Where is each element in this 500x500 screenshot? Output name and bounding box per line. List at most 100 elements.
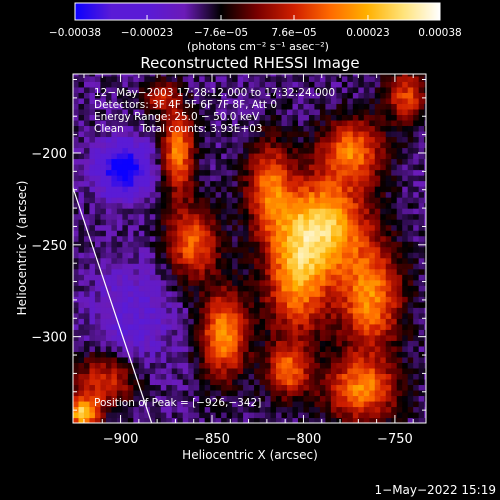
heatmap-cell xyxy=(89,92,96,99)
heatmap-cell xyxy=(155,351,162,358)
heatmap-cell xyxy=(160,108,167,116)
heatmap-cell xyxy=(243,114,250,121)
heatmap-cell xyxy=(171,164,178,171)
heatmap-cell xyxy=(122,395,129,402)
heatmap-cell xyxy=(83,301,91,308)
heatmap-cell xyxy=(352,147,359,154)
heatmap-cell xyxy=(402,252,409,259)
heatmap-cell xyxy=(259,119,266,127)
heatmap-cell xyxy=(308,362,316,369)
heatmap-cell xyxy=(248,230,255,237)
heatmap-cell xyxy=(111,108,118,116)
heatmap-cell xyxy=(248,158,255,165)
heatmap-cell xyxy=(424,74,426,77)
heatmap-cell xyxy=(215,103,222,110)
heatmap-cell xyxy=(160,92,167,99)
heatmap-cell xyxy=(204,285,211,292)
heatmap-cell xyxy=(303,378,310,386)
heatmap-cell xyxy=(319,103,327,110)
heatmap-cell xyxy=(303,367,310,374)
heatmap-cell xyxy=(385,241,392,248)
heatmap-cell xyxy=(100,97,107,104)
heatmap-cell xyxy=(155,74,162,77)
heatmap-cell xyxy=(358,312,365,319)
heatmap-cell xyxy=(297,389,305,397)
heatmap-cell xyxy=(94,290,102,297)
heatmap-cell xyxy=(73,384,80,391)
heatmap-cell xyxy=(149,208,156,215)
heatmap-cell xyxy=(254,307,261,314)
heatmap-cell xyxy=(336,400,343,408)
heatmap-cell xyxy=(83,180,91,187)
heatmap-cell xyxy=(254,290,261,297)
heatmap-cell xyxy=(413,186,420,193)
heatmap-cell xyxy=(160,136,167,143)
heatmap-cell xyxy=(149,378,156,386)
heatmap-cell xyxy=(407,92,414,99)
heatmap-cell xyxy=(330,373,337,380)
heatmap-cell xyxy=(347,411,354,419)
heatmap-cell xyxy=(369,92,376,99)
heatmap-cell xyxy=(341,257,348,264)
heatmap-cell xyxy=(352,230,359,237)
heatmap-cell xyxy=(199,367,206,374)
heatmap-cell xyxy=(193,246,200,253)
heatmap-cell xyxy=(155,119,162,127)
heatmap-cell xyxy=(122,384,129,391)
heatmap-cell xyxy=(330,147,337,154)
heatmap-cell xyxy=(286,235,294,242)
heatmap-cell xyxy=(94,318,102,325)
heatmap-cell xyxy=(122,175,129,182)
heatmap-cell xyxy=(297,367,305,374)
heatmap-cell xyxy=(100,197,107,204)
heatmap-cell xyxy=(286,152,294,160)
heatmap-cell xyxy=(182,224,189,231)
heatmap-cell xyxy=(270,290,277,297)
heatmap-cell xyxy=(215,378,222,386)
heatmap-cell xyxy=(215,147,222,154)
heatmap-cell xyxy=(418,114,425,121)
heatmap-cell xyxy=(270,141,277,149)
heatmap-cell xyxy=(155,279,162,286)
heatmap-cell xyxy=(424,351,426,358)
heatmap-cell xyxy=(243,130,250,138)
heatmap-cell xyxy=(171,411,178,419)
heatmap-cell xyxy=(319,252,327,259)
heatmap-cell xyxy=(413,268,420,275)
heatmap-cell xyxy=(424,290,426,297)
heatmap-cell xyxy=(330,141,337,149)
heatmap-cell xyxy=(352,307,359,314)
heatmap-cell xyxy=(281,395,288,402)
heatmap-cell xyxy=(215,130,222,138)
heatmap-cell xyxy=(210,180,217,187)
heatmap-cell xyxy=(127,279,134,286)
heatmap-cell xyxy=(380,406,387,413)
heatmap-cell xyxy=(385,114,392,121)
heatmap-cell xyxy=(358,164,365,171)
heatmap-cell xyxy=(160,191,167,198)
heatmap-cell xyxy=(138,312,145,319)
heatmap-cell xyxy=(297,219,305,226)
heatmap-cell xyxy=(413,103,420,110)
heatmap-cell xyxy=(215,202,222,209)
heatmap-cell xyxy=(210,400,217,408)
heatmap-cell xyxy=(396,81,403,88)
heatmap-cell xyxy=(89,219,96,226)
heatmap-cell xyxy=(199,263,206,270)
heatmap-cell xyxy=(215,230,222,237)
heatmap-cell xyxy=(374,400,381,408)
heatmap-cell xyxy=(341,285,348,292)
heatmap-cell xyxy=(166,252,173,259)
heatmap-cell xyxy=(199,147,206,154)
heatmap-cell xyxy=(314,296,321,303)
heatmap-cell xyxy=(265,301,272,308)
heatmap-cell xyxy=(385,75,392,82)
heatmap-cell xyxy=(396,312,403,319)
heatmap-cell xyxy=(385,208,392,215)
heatmap-cell xyxy=(391,74,398,77)
heatmap-cell xyxy=(352,329,359,336)
heatmap-cell xyxy=(259,180,266,187)
heatmap-cell xyxy=(330,268,337,275)
heatmap-cell xyxy=(94,75,102,82)
heatmap-cell xyxy=(363,252,370,259)
